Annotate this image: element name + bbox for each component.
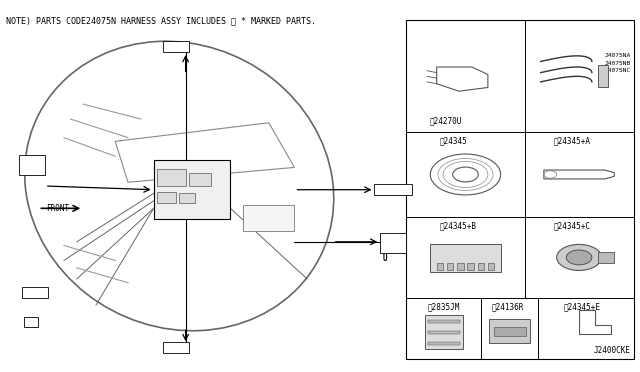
Bar — [154, 160, 230, 219]
Text: 24075NB: 24075NB — [605, 61, 631, 66]
Bar — [163, 342, 189, 353]
Bar — [19, 155, 45, 175]
Text: G: G — [27, 319, 31, 328]
Bar — [425, 315, 463, 349]
Bar — [457, 263, 463, 270]
Text: S: S — [36, 289, 41, 298]
Text: ※24345+B: ※24345+B — [440, 221, 477, 230]
Text: D: D — [394, 235, 399, 244]
Bar — [430, 244, 500, 272]
Bar — [380, 233, 406, 253]
Text: 24075N: 24075N — [160, 185, 188, 194]
Bar — [406, 20, 634, 359]
Text: P: P — [177, 44, 182, 52]
Bar — [179, 193, 195, 203]
Bar — [488, 263, 494, 270]
Text: F: F — [166, 344, 170, 353]
Bar — [436, 263, 443, 270]
Bar — [157, 169, 186, 186]
Text: ※24345+C: ※24345+C — [554, 221, 591, 230]
Text: J2400CKE: J2400CKE — [593, 346, 630, 355]
Bar — [490, 319, 531, 343]
Text: I: I — [33, 166, 38, 175]
Bar — [24, 317, 38, 327]
Text: L: L — [166, 44, 170, 52]
Bar — [428, 331, 460, 334]
Text: ※24345: ※24345 — [440, 137, 468, 145]
Text: ※24345+E: ※24345+E — [563, 302, 600, 311]
Bar — [598, 65, 608, 87]
Bar — [374, 184, 412, 195]
Text: G: G — [25, 289, 29, 298]
Bar — [22, 287, 48, 298]
Text: N: N — [177, 344, 182, 353]
Bar — [163, 41, 189, 52]
Text: ※24345+A: ※24345+A — [554, 137, 591, 145]
Text: C: C — [388, 186, 393, 195]
Bar — [447, 263, 453, 270]
Circle shape — [566, 250, 592, 265]
Text: M: M — [383, 244, 387, 253]
Text: U: U — [383, 254, 387, 263]
Bar — [189, 173, 211, 186]
Bar — [467, 263, 474, 270]
Text: A: A — [383, 235, 387, 244]
Text: H: H — [22, 157, 26, 166]
Text: ※24136R: ※24136R — [492, 302, 524, 311]
Bar — [157, 192, 176, 203]
Bar — [243, 205, 294, 231]
Bar — [428, 320, 460, 323]
Bar — [428, 342, 460, 345]
Circle shape — [557, 244, 602, 270]
Text: FRONT: FRONT — [46, 204, 69, 213]
Text: B: B — [377, 186, 381, 195]
Text: 24075NC: 24075NC — [605, 68, 631, 73]
Bar — [494, 327, 526, 336]
Text: J: J — [33, 157, 38, 166]
Bar — [598, 252, 614, 263]
Text: ※2835JM: ※2835JM — [428, 302, 460, 311]
Text: K: K — [22, 166, 26, 175]
Text: 24075NA: 24075NA — [605, 53, 631, 58]
Text: NOTE) PARTS CODE24075N HARNESS ASSY INCLUDES ※ * MARKED PARTS.: NOTE) PARTS CODE24075N HARNESS ASSY INCL… — [6, 17, 316, 26]
Text: E: E — [400, 186, 404, 195]
Text: R: R — [394, 244, 399, 253]
Text: ※24270U: ※24270U — [430, 116, 463, 125]
Bar — [477, 263, 484, 270]
